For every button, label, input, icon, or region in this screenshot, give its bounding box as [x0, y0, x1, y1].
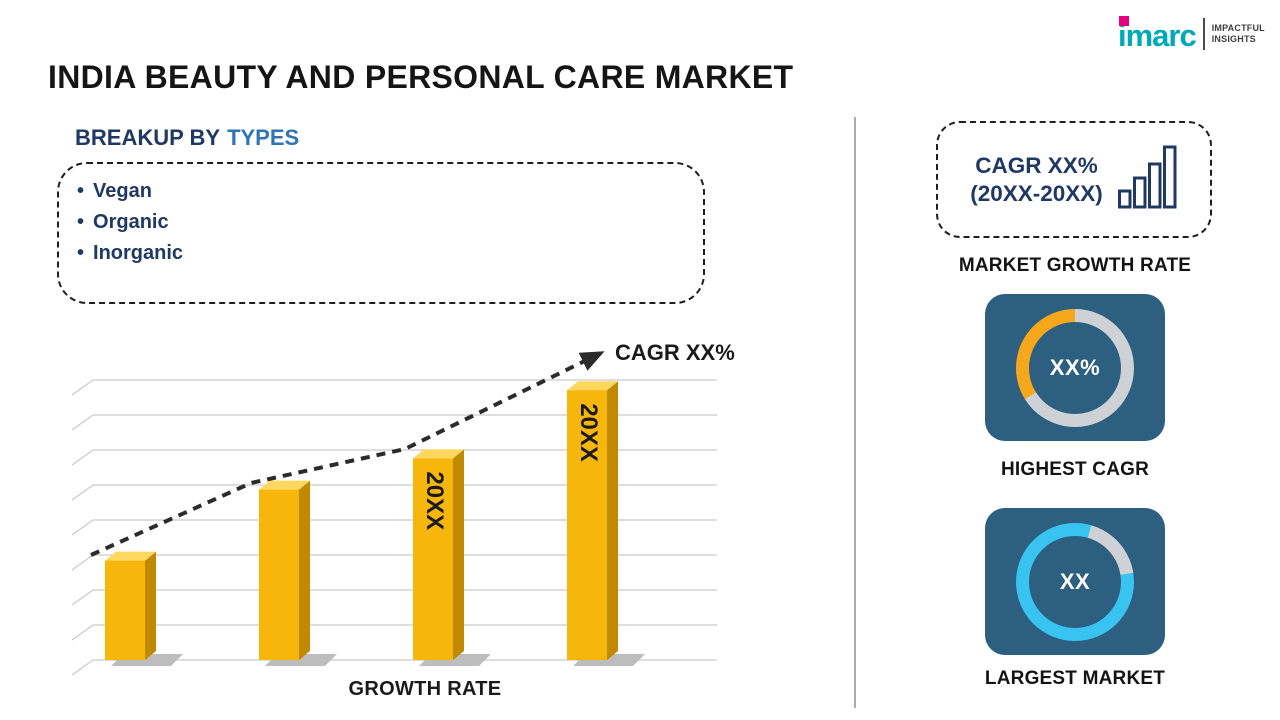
svg-text:20XX: 20XX: [421, 471, 448, 530]
highest-cagr-value: XX%: [1049, 354, 1101, 380]
section-divider-line: [854, 117, 856, 708]
highest-cagr-label: HIGHEST CAGR: [1000, 459, 1150, 480]
logo-magenta-square-icon: [1119, 16, 1129, 26]
svg-text:20XX: 20XX: [575, 403, 602, 462]
market-growth-rate-label: MARKET GROWTH RATE: [958, 255, 1192, 276]
breakup-types-box: Vegan Organic Inorganic: [57, 162, 705, 304]
highest-cagr-panel: XX%: [985, 294, 1165, 441]
largest-market-donut: XX: [1016, 522, 1134, 641]
growth-bar-chart: 20XX 20XX CAGR XX% GROWTH RATE: [55, 333, 755, 701]
cagr-summary-box: CAGR XX% (20XX-20XX): [936, 121, 1212, 238]
breakup-heading-highlight: TYPES: [227, 125, 300, 150]
logo-brand-text: imarc: [1118, 16, 1197, 53]
logo-tagline: IMPACTFUL INSIGHTS: [1202, 17, 1265, 50]
cagr-summary-text: CAGR XX% (20XX-20XX): [970, 152, 1103, 208]
largest-market-value: XX: [1059, 568, 1091, 594]
logo-tagline-line1: IMPACTFUL: [1211, 22, 1265, 33]
cagr-summary-line2: (20XX-20XX): [970, 180, 1103, 206]
breakup-list-item: Inorganic: [77, 238, 683, 269]
breakup-heading: BREAKUP BY TYPES: [75, 125, 299, 151]
breakup-list-item: Vegan: [77, 176, 683, 207]
highest-cagr-donut: XX%: [1016, 308, 1134, 427]
bar-chart-svg: 20XX 20XX: [71, 351, 717, 676]
largest-market-panel: XX: [985, 508, 1165, 655]
breakup-heading-prefix: BREAKUP BY: [75, 125, 221, 150]
trend-cagr-label: CAGR XX%: [615, 340, 735, 365]
largest-market-label: LARGEST MARKET: [984, 668, 1166, 689]
logo-brand-word: imarc: [1118, 18, 1197, 53]
breakup-types-list: Vegan Organic Inorganic: [77, 176, 683, 269]
bar-chart-icon: [1117, 145, 1178, 214]
chart-x-axis-label: GROWTH RATE: [348, 678, 502, 700]
cagr-summary-line1: CAGR XX%: [975, 152, 1098, 178]
imarc-logo: imarc IMPACTFUL INSIGHTS: [1118, 16, 1265, 51]
logo-tagline-line2: INSIGHTS: [1211, 33, 1256, 44]
page-title: INDIA BEAUTY AND PERSONAL CARE MARKET: [48, 59, 794, 95]
breakup-list-item: Organic: [77, 207, 683, 238]
